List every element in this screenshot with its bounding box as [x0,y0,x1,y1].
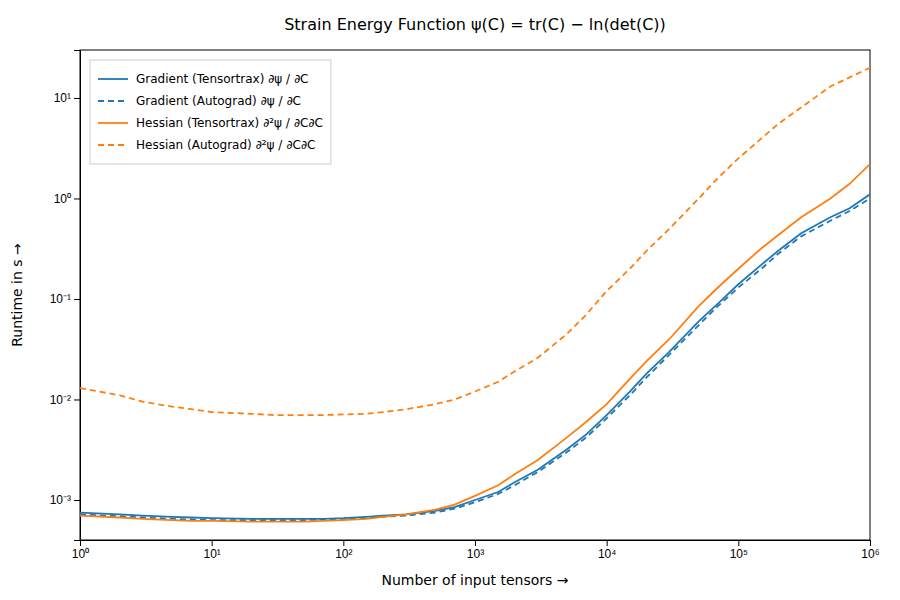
tick: 10⁻¹ [50,292,80,306]
y-axis-title: Runtime in s → [9,243,25,347]
plot: 10⁰ 10¹ 10² 10³ 10⁴ 10⁵ 10⁶ 10⁻³ 10⁻² 10⁻¹ 10⁰ 10¹ G… [50,50,880,561]
series-line [80,194,870,519]
tick-label: 10⁴ [598,547,617,561]
tick-label: 10⁻¹ [50,292,71,306]
tick: 10⁰ [72,540,89,561]
series-line [80,68,870,415]
tick: 10⁻³ [50,493,80,507]
tick-label: 10⁶ [861,547,879,561]
tick-label: 10⁵ [730,547,748,561]
legend-swatch [98,78,128,80]
tick: 10⁵ [730,540,748,561]
y-axis: 10⁻³ 10⁻² 10⁻¹ 10⁰ 10¹ [50,51,81,541]
tick-mark [74,399,80,400]
tick-mark [74,198,80,199]
tick-label: 10⁰ [54,192,71,206]
tick-label: 10¹ [203,547,220,561]
x-axis-title: Number of input tensors → [381,572,568,588]
legend: Gradient (Tensortrax) ∂ψ / ∂C Gradient (A… [90,60,331,164]
legend-label: Gradient (Autograd) ∂ψ / ∂C [136,94,301,108]
tick: 10⁴ [598,540,617,561]
tick: 10⁻² [50,393,80,407]
tick-label: 10¹ [54,91,71,105]
tick: 10³ [467,540,484,561]
tick-label: 10⁰ [72,547,89,561]
tick-mark [74,299,80,300]
legend-swatch [98,122,128,124]
legend-swatch [98,144,128,146]
tick: 10¹ [203,540,220,561]
axis-line [81,541,871,547]
tick-mark [212,540,213,546]
tick-mark [343,540,344,546]
tick-label: 10⁻³ [50,493,71,507]
tick-mark [74,500,80,501]
tick-mark [738,540,739,546]
tick: 10² [335,540,352,561]
series-line [80,164,870,522]
tick: 10⁰ [54,192,80,206]
tick-label: 10³ [467,547,484,561]
tick-mark [74,98,80,99]
tick-mark [870,540,871,546]
title: Strain Energy Function ψ(C) = tr(C) − ln… [284,15,666,34]
tick-mark [607,540,608,546]
plot-frame [80,50,870,540]
tick: 10¹ [54,91,80,105]
tick-label: 10⁻² [50,393,71,407]
legend-label: Hessian (Tensortrax) ∂²ψ / ∂C∂C [136,116,323,130]
tick: 10⁶ [861,540,879,561]
axis-line [74,51,81,541]
legend-label: Gradient (Tensortrax) ∂ψ / ∂C [136,72,309,86]
series-line [80,198,870,520]
chart: 10⁰ 10¹ 10² 10³ 10⁴ 10⁵ 10⁶ 10⁻³ 10⁻² 10⁻¹ 10⁰ 10¹ G… [0,0,900,600]
legend-label: Hessian (Autograd) ∂²ψ / ∂C∂C [136,138,315,152]
tick-mark [475,540,476,546]
tick-label: 10² [335,547,352,561]
legend-swatch [98,100,128,102]
x-axis: 10⁰ 10¹ 10² 10³ 10⁴ 10⁵ 10⁶ [72,540,880,561]
legend-box [90,60,331,164]
